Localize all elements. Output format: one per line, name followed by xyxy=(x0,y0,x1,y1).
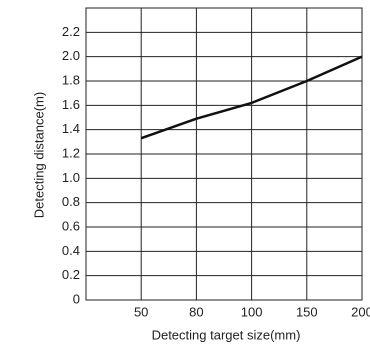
y-tick-label: 2.2 xyxy=(62,24,80,39)
y-tick-label: 1.6 xyxy=(62,97,80,112)
y-tick-label: 0.2 xyxy=(62,267,80,282)
y-tick-label: 1.0 xyxy=(62,170,80,185)
x-tick-label: 80 xyxy=(189,304,203,319)
y-tick-label: 1.2 xyxy=(62,145,80,160)
y-tick-label: 0 xyxy=(73,291,80,306)
x-axis-title: Detecting target size(mm) xyxy=(152,327,301,342)
y-tick-label: 0.4 xyxy=(62,243,80,258)
y-tick-label: 0.6 xyxy=(62,218,80,233)
y-tick-label: 1.4 xyxy=(62,121,80,136)
x-tick-label: 150 xyxy=(296,304,318,319)
y-axis-title: Detecting distance(m) xyxy=(31,92,46,218)
y-tick-label: 0.8 xyxy=(62,194,80,209)
data-line xyxy=(140,55,363,140)
x-tick-label: 200 xyxy=(351,304,370,319)
x-tick-label: 50 xyxy=(134,304,148,319)
y-tick-label: 2.0 xyxy=(62,48,80,63)
x-tick-label: 100 xyxy=(241,304,263,319)
y-tick-label: 1.8 xyxy=(62,72,80,87)
